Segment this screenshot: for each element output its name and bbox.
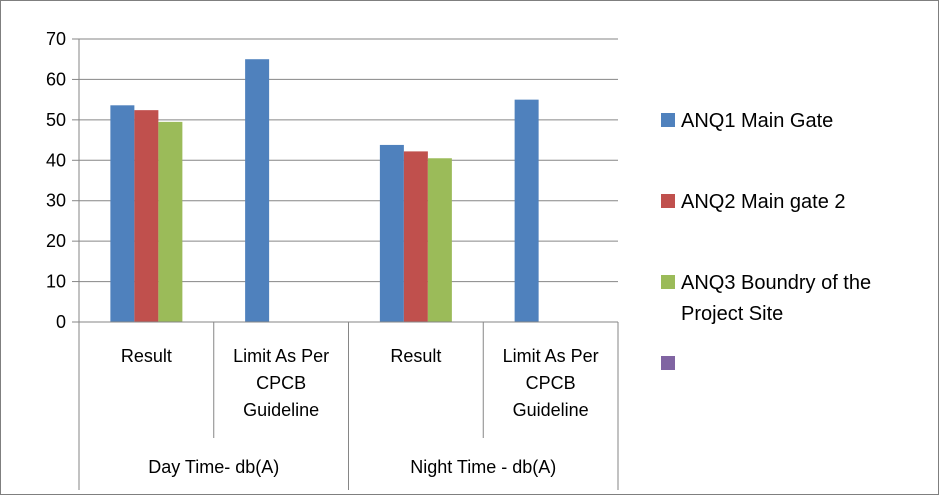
category-label: Result xyxy=(390,346,441,366)
y-tick-label: 40 xyxy=(46,150,66,170)
category-label: Guideline xyxy=(243,400,319,420)
y-tick-label: 0 xyxy=(56,312,66,332)
legend-label: Project Site xyxy=(681,303,783,325)
legend-label: ANQ2 Main gate 2 xyxy=(681,191,846,213)
axes: 0 10 20 30 40 50 60 70 Result Limit As Per CPCB Gui… xyxy=(46,29,619,490)
group-label: Night Time - db(A) xyxy=(410,457,556,477)
category-label: CPCB xyxy=(526,373,576,393)
bar xyxy=(427,158,452,322)
bar xyxy=(134,110,159,322)
group-label: Day Time- db(A) xyxy=(148,457,279,477)
category-label: CPCB xyxy=(256,373,306,393)
y-tick-label: 10 xyxy=(46,272,66,292)
category-label: Limit As Per xyxy=(233,346,329,366)
bar xyxy=(514,99,539,323)
category-label: Result xyxy=(121,346,172,366)
y-tick-label: 70 xyxy=(46,29,66,49)
bar xyxy=(158,121,183,322)
legend-swatch xyxy=(661,275,675,289)
y-tick-label: 60 xyxy=(46,69,66,89)
category-label: Guideline xyxy=(513,400,589,420)
legend-swatch xyxy=(661,194,675,208)
y-tick-label: 30 xyxy=(46,191,66,211)
legend-label: ANQ1 Main Gate xyxy=(681,110,833,132)
legend-swatch xyxy=(661,113,675,127)
y-tick-label: 20 xyxy=(46,231,66,251)
bar xyxy=(379,144,404,322)
bar xyxy=(110,105,135,322)
legend-label: ANQ3 Boundry of the xyxy=(681,272,871,294)
bars xyxy=(110,59,539,323)
legend: ANQ1 Main Gate ANQ2 Main gate 2 ANQ3 Bound… xyxy=(661,110,871,370)
category-label: Limit As Per xyxy=(503,346,599,366)
y-tick-label: 50 xyxy=(46,110,66,130)
bar xyxy=(245,59,270,322)
legend-swatch xyxy=(661,356,675,370)
bar xyxy=(403,151,428,322)
